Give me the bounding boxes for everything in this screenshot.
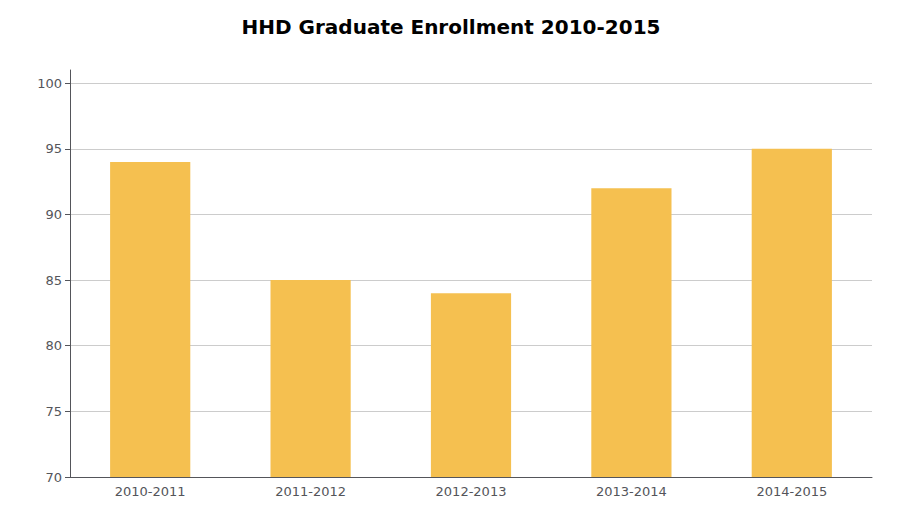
svg-text:2012-2013: 2012-2013: [436, 484, 507, 499]
svg-text:100: 100: [37, 76, 62, 91]
svg-text:2010-2011: 2010-2011: [115, 484, 186, 499]
svg-text:2013-2014: 2013-2014: [596, 484, 667, 499]
svg-text:2014-2015: 2014-2015: [756, 484, 827, 499]
svg-text:HHD Graduate Enrollment 2010-2: HHD Graduate Enrollment 2010-2015: [242, 15, 661, 39]
svg-text:75: 75: [45, 404, 62, 419]
svg-text:2011-2012: 2011-2012: [275, 484, 346, 499]
svg-text:90: 90: [45, 207, 62, 222]
svg-text:70: 70: [45, 470, 62, 485]
svg-text:95: 95: [45, 141, 62, 156]
svg-text:85: 85: [45, 273, 62, 288]
svg-text:80: 80: [45, 338, 62, 353]
